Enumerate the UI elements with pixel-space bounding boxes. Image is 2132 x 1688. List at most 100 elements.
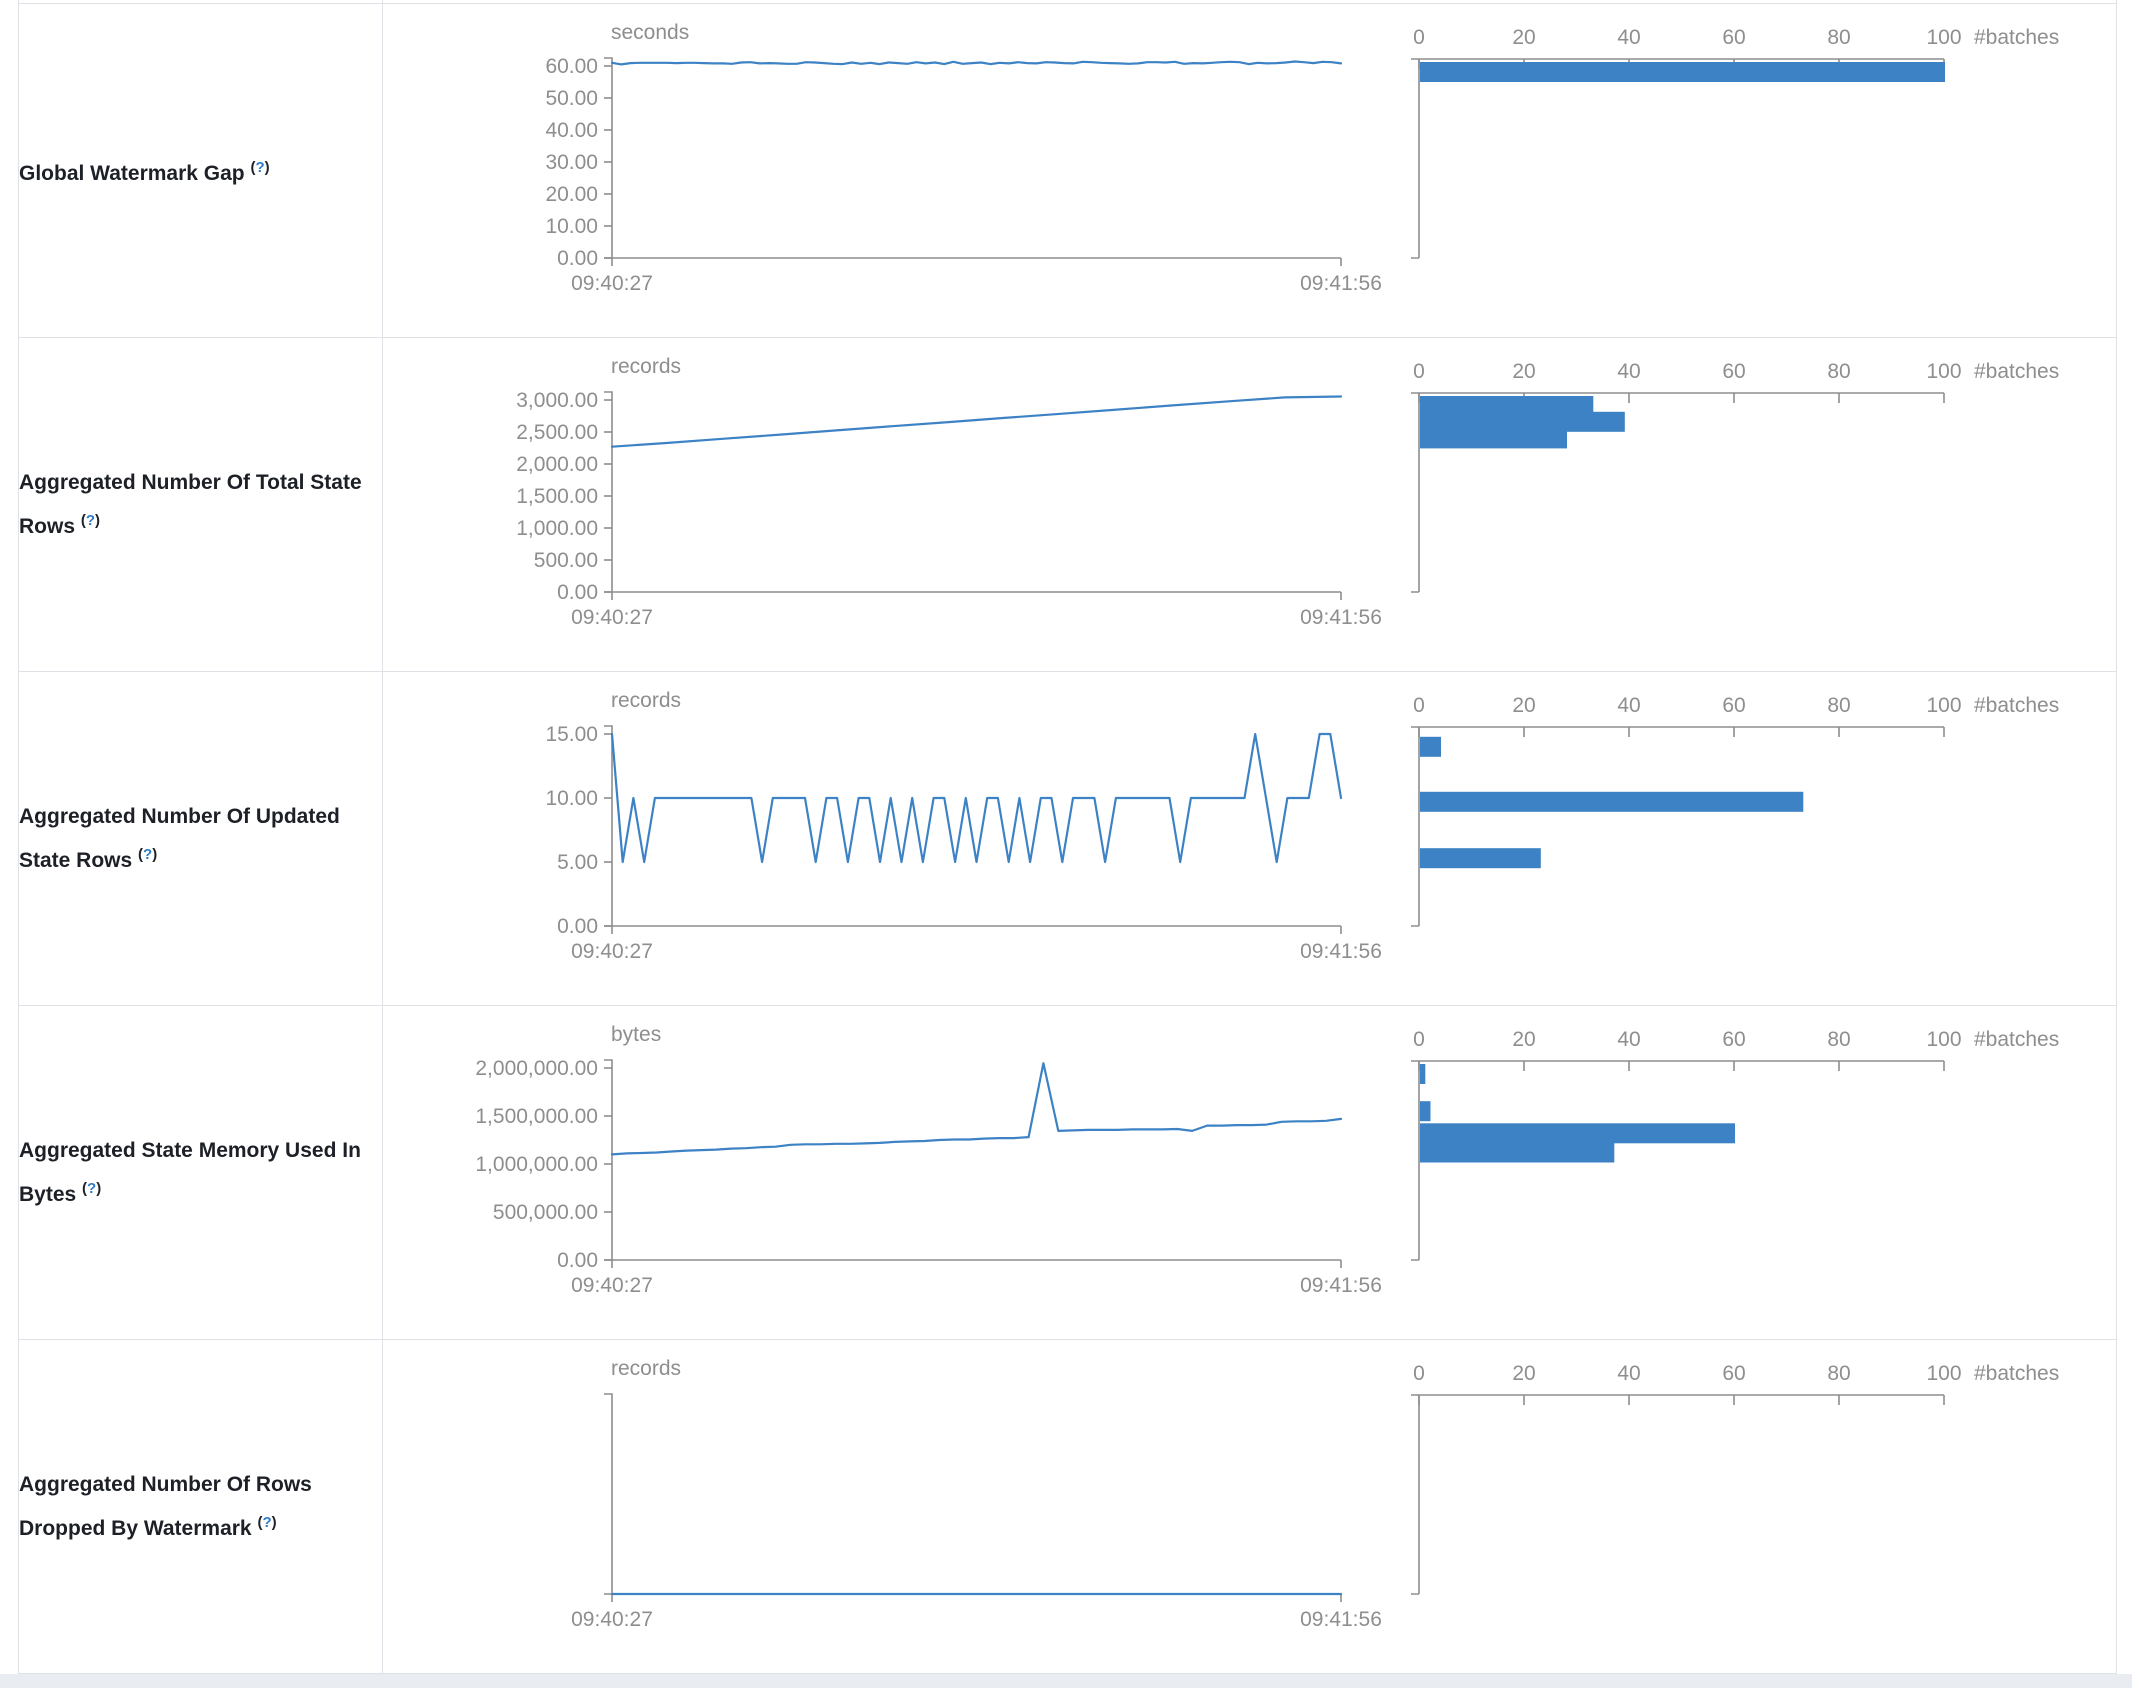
svg-text:500,000.00: 500,000.00 <box>493 1201 598 1224</box>
histogram-bar <box>1420 791 1804 812</box>
histogram-cell: 0 20 40 60 80 100 #batches <box>1346 1339 2117 1674</box>
timeline-cell: seconds 60.00 50.00 40.00 30.00 20.00 10.00 0.0… <box>382 3 1382 338</box>
histogram-bar <box>1420 1123 1735 1144</box>
batch-histogram: 0 20 40 60 80 100 #batches <box>1411 1028 2059 1261</box>
help-question-link[interactable]: ? <box>85 511 96 529</box>
metric-label: Aggregated State Memory Used In Bytes (?… <box>19 1132 382 1214</box>
help-marker[interactable]: (?) <box>138 845 158 863</box>
svg-text:09:41:56: 09:41:56 <box>1300 940 1382 963</box>
metric-row: Global Watermark Gap (?) seconds 60.00 50.0… <box>18 3 2117 338</box>
svg-text:0: 0 <box>1413 1028 1425 1051</box>
svg-text:0.00: 0.00 <box>557 1249 598 1272</box>
svg-text:0: 0 <box>1413 360 1425 383</box>
timeline-cell: records 3,000.00 2,500.00 2,000.00 1,500.00 1… <box>382 337 1382 672</box>
help-question-link[interactable]: ? <box>255 158 265 176</box>
help-question-link[interactable]: ? <box>143 845 153 863</box>
histogram-cell: 0 20 40 60 80 100 #batches <box>1346 337 2117 672</box>
svg-text:1,500,000.00: 1,500,000.00 <box>475 1105 598 1128</box>
svg-text:10.00: 10.00 <box>545 787 598 810</box>
timeline-chart: records 09:40:27 09:41:56 <box>571 1357 1382 1631</box>
help-marker[interactable]: (?) <box>82 1179 102 1197</box>
svg-text:20: 20 <box>1512 1028 1535 1051</box>
svg-text:50.00: 50.00 <box>545 87 598 110</box>
svg-text:40: 40 <box>1617 26 1640 49</box>
svg-text:100: 100 <box>1926 26 1961 49</box>
batch-histogram: 0 20 40 60 80 100 #batches <box>1411 360 2059 593</box>
svg-text:09:40:27: 09:40:27 <box>571 606 653 629</box>
svg-text:100: 100 <box>1926 360 1961 383</box>
metric-title: Global Watermark Gap <box>19 161 245 185</box>
metric-title: Aggregated Number Of Rows Dropped By Wat… <box>19 1472 312 1540</box>
help-marker[interactable]: (?) <box>80 511 101 529</box>
svg-text:40.00: 40.00 <box>545 119 598 142</box>
metric-label-cell: Aggregated Number Of Rows Dropped By Wat… <box>18 1339 383 1674</box>
svg-text:09:40:27: 09:40:27 <box>571 940 653 963</box>
svg-text:09:41:56: 09:41:56 <box>1300 1274 1382 1297</box>
metric-label-cell: Global Watermark Gap (?) <box>18 3 383 338</box>
metric-title: Aggregated State Memory Used In Bytes <box>19 1138 361 1206</box>
metric-label: Global Watermark Gap (?) <box>19 149 382 193</box>
histogram-cell: 0 20 40 60 80 100 #batches <box>1346 3 2117 338</box>
svg-text:30.00: 30.00 <box>545 151 598 174</box>
svg-text:09:41:56: 09:41:56 <box>1300 606 1382 629</box>
svg-text:0.00: 0.00 <box>557 915 598 938</box>
svg-text:1,500.00: 1,500.00 <box>516 485 598 508</box>
metric-label: Aggregated Number Of Total State Rows (?… <box>19 464 382 546</box>
histogram-cell: 0 20 40 60 80 100 #batches <box>1346 1005 2117 1340</box>
timeline-chart: records 3,000.00 2,500.00 2,000.00 1,500.00 1… <box>516 355 1382 629</box>
help-marker[interactable]: (?) <box>250 158 270 176</box>
metric-label: Aggregated Number Of Rows Dropped By Wat… <box>19 1466 382 1548</box>
histogram-bar <box>1420 396 1594 416</box>
streaming-statistics-panel: Global Watermark Gap (?) seconds 60.00 50.0… <box>18 0 2132 1674</box>
svg-text:20.00: 20.00 <box>545 183 598 206</box>
svg-text:100: 100 <box>1926 1028 1961 1051</box>
histogram-bar <box>1420 428 1567 449</box>
svg-text:60.00: 60.00 <box>545 55 598 78</box>
table-top-sliver-row <box>18 0 2117 4</box>
hist-unit-label: #batches <box>1974 26 2059 49</box>
svg-text:40: 40 <box>1617 360 1640 383</box>
svg-text:3,000.00: 3,000.00 <box>516 389 598 412</box>
svg-text:0.00: 0.00 <box>557 581 598 604</box>
svg-text:1,000,000.00: 1,000,000.00 <box>475 1153 598 1176</box>
svg-text:0: 0 <box>1413 694 1425 717</box>
help-question-link[interactable]: ? <box>262 1513 272 1531</box>
svg-text:40: 40 <box>1617 694 1640 717</box>
batch-histogram: 0 20 40 60 80 100 #batches <box>1411 1362 2059 1595</box>
svg-text:80: 80 <box>1827 360 1850 383</box>
timeline-chart: bytes 2,000,000.00 1,500,000.00 1,000,000.0… <box>475 1023 1382 1297</box>
metric-row: Aggregated Number Of Total State Rows (?… <box>18 337 2117 672</box>
svg-text:100: 100 <box>1926 1362 1961 1385</box>
histogram-bar <box>1420 411 1625 432</box>
svg-text:0.00: 0.00 <box>557 247 598 270</box>
unit-label: bytes <box>611 1023 661 1046</box>
svg-text:20: 20 <box>1512 26 1535 49</box>
help-marker[interactable]: (?) <box>257 1513 277 1531</box>
svg-text:10.00: 10.00 <box>545 215 598 238</box>
histogram-bar <box>1420 62 1945 82</box>
sliver-hist-cell <box>1346 0 2117 4</box>
batch-histogram: 0 20 40 60 80 100 #batches <box>1411 694 2059 927</box>
hist-unit-label: #batches <box>1974 360 2059 383</box>
unit-label: seconds <box>611 21 689 44</box>
svg-text:09:41:56: 09:41:56 <box>1300 272 1382 295</box>
timeline-cell: bytes 2,000,000.00 1,500,000.00 1,000,000.0… <box>382 1005 1382 1340</box>
svg-text:100: 100 <box>1926 694 1961 717</box>
help-question-link[interactable]: ? <box>87 1179 97 1197</box>
page-background-strip <box>0 1674 2132 1688</box>
svg-text:80: 80 <box>1827 694 1850 717</box>
svg-text:40: 40 <box>1617 1362 1640 1385</box>
svg-text:80: 80 <box>1827 1362 1850 1385</box>
histogram-bar <box>1420 1142 1615 1163</box>
batch-histogram: 0 20 40 60 80 100 #batches <box>1411 26 2059 259</box>
svg-text:500.00: 500.00 <box>534 549 598 572</box>
hist-unit-label: #batches <box>1974 1028 2059 1051</box>
svg-text:0: 0 <box>1413 1362 1425 1385</box>
svg-text:40: 40 <box>1617 1028 1640 1051</box>
svg-text:2,000.00: 2,000.00 <box>516 453 598 476</box>
svg-text:09:40:27: 09:40:27 <box>571 1274 653 1297</box>
metric-label-cell: Aggregated State Memory Used In Bytes (?… <box>18 1005 383 1340</box>
svg-text:2,500.00: 2,500.00 <box>516 421 598 444</box>
histogram-bar <box>1420 736 1441 757</box>
svg-text:5.00: 5.00 <box>557 851 598 874</box>
